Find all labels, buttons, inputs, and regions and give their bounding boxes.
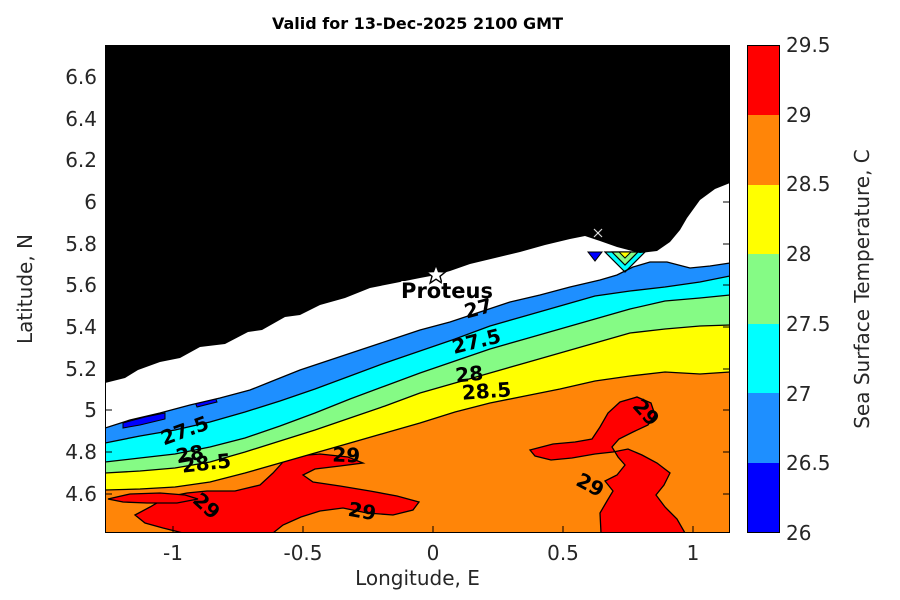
- colorbar-label: Sea Surface Temperature, C: [850, 149, 874, 429]
- y-tick-label-6.6: 6.6: [65, 65, 97, 89]
- contour-26_5-line: [104, 261, 731, 429]
- contour-label-29: 29: [332, 443, 361, 468]
- contour-label-28: 28: [454, 361, 484, 388]
- map-area: Proteus 27 27.5 28 28.5 27.5 28 28.5 29 29 29 29 29: [104, 45, 731, 534]
- y-tick-label-5.6: 5.6: [65, 273, 97, 297]
- contour-27_5-line: [104, 294, 731, 463]
- x-tick-label-0.5: 0.5: [547, 541, 579, 565]
- notch-deep-blue: [586, 251, 604, 262]
- contour-28_5-line: [104, 371, 731, 491]
- region-over-29-west-lens: [107, 492, 199, 504]
- region-over-29-southwest: [133, 453, 421, 534]
- x-tick-label-0: 0: [426, 541, 440, 565]
- notch-yellow-core: [617, 251, 633, 259]
- contour-label-28: 28: [174, 440, 206, 468]
- colorbar-tick-label-29: 29: [786, 102, 812, 127]
- colorbar-tick-label-27.5: 27.5: [786, 311, 831, 336]
- y-tick-label-5.2: 5.2: [65, 357, 97, 381]
- station-label: Proteus: [401, 279, 493, 303]
- contour-label-28.5: 28.5: [461, 377, 512, 404]
- colorbar-tick-label-28.5: 28.5: [786, 172, 831, 197]
- y-tick-label-6.4: 6.4: [65, 107, 97, 131]
- contour-28-line: [104, 324, 731, 474]
- colorbar-segment: [748, 393, 779, 463]
- x-marker: [593, 228, 603, 238]
- y-tick-label-5.8: 5.8: [65, 232, 97, 256]
- colorbar-tick-label-28: 28: [786, 242, 812, 267]
- colorbar-segment: [748, 184, 779, 255]
- colorbar-tick-label-26.5: 26.5: [786, 451, 831, 476]
- contour-label-28.5: 28.5: [180, 449, 232, 478]
- colorbar-segment: [748, 46, 779, 116]
- y-tick-label-4.8: 4.8: [65, 440, 97, 464]
- colorbar-segment: [748, 462, 779, 532]
- y-tick-label-4.6: 4.6: [65, 482, 97, 506]
- y-tick-label-6.2: 6.2: [65, 148, 97, 172]
- colorbar: [747, 45, 780, 533]
- colorbar-segment: [748, 323, 779, 394]
- colorbar-segment: [748, 115, 779, 185]
- x-axis-label: Longitude, E: [355, 566, 480, 590]
- y-tick-label-6: 6: [84, 190, 97, 214]
- colorbar-tick-label-26: 26: [786, 521, 812, 545]
- land-region: [105, 45, 730, 383]
- region-over-29-southeast: [528, 396, 687, 534]
- axes-box: [105, 45, 730, 533]
- colorbar-tick-label-29.5: 29.5: [786, 33, 831, 57]
- x-tick-label--1: -1: [163, 541, 183, 565]
- colorbar-segment: [748, 254, 779, 324]
- y-tick-label-5: 5: [84, 398, 97, 422]
- x-tick-label-1: 1: [686, 541, 700, 565]
- contour-27-line: [104, 275, 731, 444]
- y-tick-label-5.4: 5.4: [65, 315, 97, 339]
- x-tick-label--0.5: -0.5: [283, 541, 323, 565]
- colorbar-tick-label-27: 27: [786, 381, 812, 406]
- contour-label-29: 29: [346, 497, 378, 525]
- y-axis-label: Latitude, N: [13, 234, 37, 344]
- station-star-icon: [424, 263, 448, 285]
- figure-title: Valid for 13-Dec-2025 2100 GMT: [271, 14, 564, 33]
